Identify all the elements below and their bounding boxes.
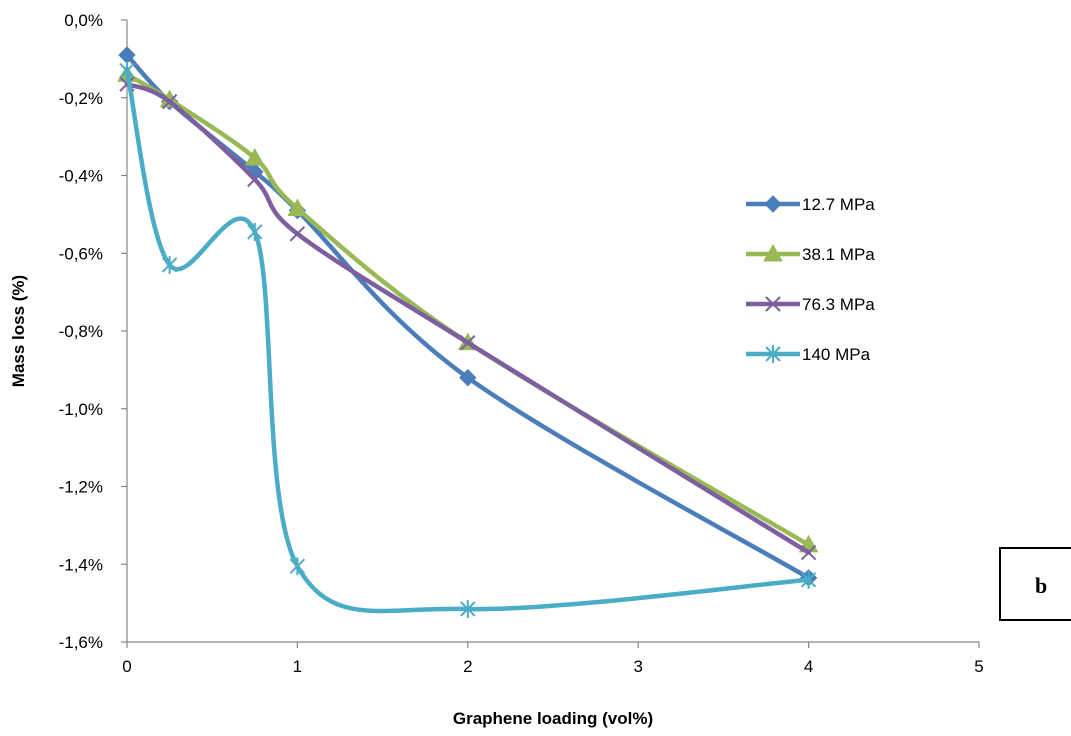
legend-label: 12.7 MPa [802,195,875,214]
y-tick-label: -0,4% [59,167,103,186]
data-point-x [289,226,306,242]
series-140-mpa [119,61,817,618]
data-point-triangle [244,147,265,166]
legend-item: 38.1 MPa [746,243,875,264]
x-tick-label: 4 [804,657,813,676]
legend-item: 140 MPa [746,345,871,364]
series-12-7-mpa [118,46,818,587]
legend: 12.7 MPa 38.1 MPa 76.3 MPa 140 MPa [746,195,875,364]
x-ticks: 0 1 2 3 4 5 [122,642,984,676]
data-point-asterisk [289,557,306,576]
data-point-x [460,334,476,351]
legend-item: 12.7 MPa [746,195,875,214]
data-point-asterisk [460,599,476,618]
series-76-3-mpa [119,76,817,561]
y-tick-label: -1,0% [59,400,103,419]
y-axis-title: Mass loss (%) [9,275,28,387]
y-tick-label: -0,8% [59,322,103,341]
series-layer [117,46,819,618]
y-tick-label: -1,4% [59,555,103,574]
axes [126,20,979,643]
y-tick-label: -1,6% [59,633,103,652]
series-line [124,81,811,555]
legend-label: 38.1 MPa [802,245,875,264]
legend-marker [765,345,781,363]
y-tick-label: -1,2% [59,478,103,497]
x-tick-label: 5 [974,657,983,676]
data-point-asterisk [800,570,817,589]
panel-label-box: b [999,547,1071,621]
legend-label: 140 MPa [802,345,871,364]
data-point-asterisk [161,255,178,274]
legend-label: 76.3 MPa [802,295,875,314]
data-point-diamond [459,368,477,387]
legend-marker [765,296,781,312]
panel-label: b [1035,573,1048,598]
data-point-triangle [287,198,308,217]
series-38-1-mpa [117,64,819,553]
data-point-x [161,93,178,110]
data-point-asterisk [119,61,135,80]
legend-marker [763,243,783,262]
x-tick-label: 1 [293,657,302,676]
x-tick-label: 2 [463,657,472,676]
data-point-asterisk [247,222,263,241]
data-point-x [800,544,817,561]
x-axis-title: Graphene loading (vol%) [453,709,653,728]
series-line [124,52,811,581]
data-point-x [247,171,263,188]
series-line [124,72,811,548]
y-tick-label: 0,0% [64,11,103,30]
y-tick-label: -0,2% [59,89,103,108]
legend-item: 76.3 MPa [746,295,875,314]
x-tick-label: 0 [122,657,131,676]
legend-marker [764,195,782,213]
y-ticks: 0,0% -0,2% -0,4% -0,6% -0,8% -1,0% -1,2% -1,4% -… [59,11,127,652]
y-tick-label: -0,6% [59,244,103,263]
x-tick-label: 3 [633,657,642,676]
